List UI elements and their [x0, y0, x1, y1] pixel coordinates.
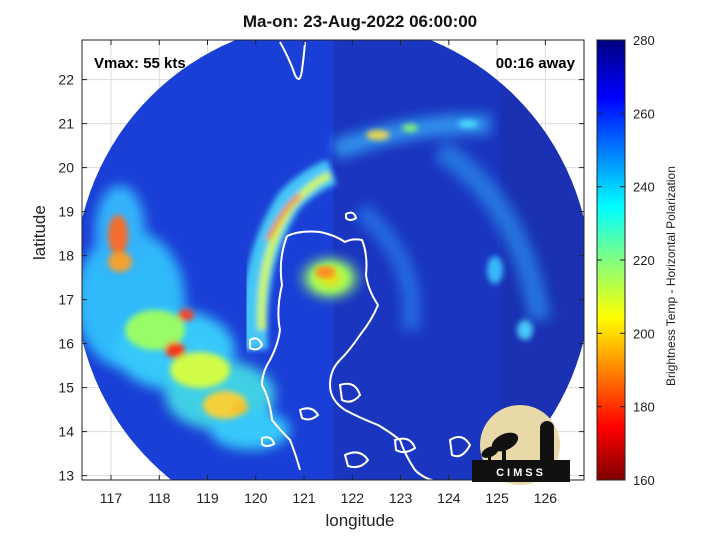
colorbar-tick-label: 280: [633, 33, 655, 48]
cimss-logo-text: CIMSS: [496, 467, 546, 479]
x-tick-labels: 117 118 119 120 121 122 123 124 125 126: [100, 490, 557, 506]
time-away-annotation: 00:16 away: [496, 55, 576, 72]
x-tick-label: 122: [341, 490, 365, 506]
x-tick-label: 117: [100, 490, 123, 506]
x-tick-label: 118: [148, 490, 171, 506]
x-tick-label: 125: [485, 490, 509, 506]
y-tick-label: 15: [58, 380, 74, 396]
y-tick-label: 18: [58, 248, 74, 264]
x-tick-label: 126: [534, 490, 558, 506]
microwave-swath: [82, 40, 584, 480]
colorbar-tick-labels: 280 260 240 220 200 180 160: [633, 33, 655, 488]
y-axis-label: latitude: [30, 205, 49, 260]
colorbar-tick-label: 220: [633, 253, 655, 268]
colorbar-label: Brightness Temp - Horizontal Polarizatio…: [664, 166, 678, 386]
vmax-annotation: Vmax: 55 kts: [94, 55, 186, 72]
x-axis-label: longitude: [325, 511, 395, 530]
colorbar-tick-label: 180: [633, 400, 655, 415]
x-tick-label: 121: [292, 490, 316, 506]
coastline: [249, 41, 472, 480]
x-tick-label: 119: [196, 490, 219, 506]
x-tick-label: 124: [437, 490, 461, 506]
cimss-logo: CIMSS: [472, 405, 570, 485]
y-tick-labels: 22 21 20 19 18 17 16 15 14 13: [58, 72, 74, 484]
y-tick-label: 20: [58, 160, 74, 176]
y-tick-label: 17: [58, 292, 74, 308]
y-tick-label: 16: [58, 336, 74, 352]
y-tick-label: 21: [58, 116, 74, 132]
y-tick-label: 19: [58, 204, 74, 220]
colorbar-tick-label: 240: [633, 180, 655, 195]
chart-title: Ma-on: 23-Aug-2022 06:00:00: [242, 12, 478, 31]
colorbar-tick-label: 200: [633, 326, 655, 341]
y-tick-label: 22: [58, 72, 74, 88]
y-tick-label: 14: [58, 424, 74, 440]
axes-frame: [81, 39, 585, 481]
y-tick-label: 13: [58, 468, 74, 484]
x-tick-label: 120: [244, 490, 268, 506]
colorbar-tick-label: 160: [633, 473, 655, 488]
colorbar-tick-label: 260: [633, 106, 655, 121]
x-tick-label: 123: [389, 490, 413, 506]
